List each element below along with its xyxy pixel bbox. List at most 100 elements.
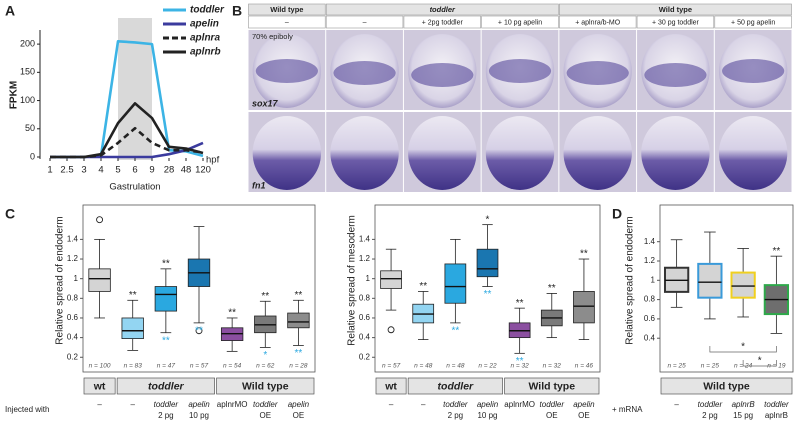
n-label: n = 48 xyxy=(414,363,433,370)
shade-label: Gastrulation xyxy=(109,182,160,193)
significance-above: ** xyxy=(162,258,170,269)
group-box xyxy=(375,377,407,395)
box xyxy=(154,286,178,312)
category-label: 10 pg xyxy=(477,411,497,420)
category-label: aplnrMO xyxy=(504,400,535,409)
y-tick-label: 1 xyxy=(651,275,656,284)
embryo xyxy=(641,116,710,190)
condition-label: + 2pg toddler xyxy=(422,19,464,26)
y-tick-label: 50 xyxy=(25,123,35,133)
x-tick-label: 6 xyxy=(132,165,137,176)
n-label: n = 25 xyxy=(701,363,720,370)
x-axis-label: hpf xyxy=(206,155,220,166)
legend-label: toddler xyxy=(190,5,225,16)
group-header xyxy=(248,3,326,16)
category-label: apelin xyxy=(477,400,499,409)
category-label: apelin xyxy=(188,400,210,409)
y-tick-label: 0.2 xyxy=(67,352,79,361)
panel-label: C xyxy=(5,206,15,222)
expression-band xyxy=(255,59,318,83)
bracket-label: * xyxy=(741,342,745,353)
significance-above: ** xyxy=(295,290,303,301)
row-label: Injected with xyxy=(5,405,49,414)
significance-above: * xyxy=(486,214,490,225)
condition-header xyxy=(636,15,715,29)
x-tick-label: 120 xyxy=(195,165,211,176)
category-label: – xyxy=(421,400,426,409)
n-label: n = 62 xyxy=(256,363,275,370)
embryo xyxy=(408,116,477,190)
y-tick-label: 0 xyxy=(30,151,35,161)
x-tick-label: 4 xyxy=(98,165,103,176)
panel-label: A xyxy=(5,3,15,19)
group-header xyxy=(325,3,559,16)
n-label: n = 48 xyxy=(446,363,465,370)
condition-header xyxy=(714,15,792,29)
significance-below: * xyxy=(263,350,267,361)
n-label: n = 22 xyxy=(478,363,497,370)
box xyxy=(380,270,402,289)
group-label: wt xyxy=(384,380,397,392)
significance-below: ** xyxy=(295,348,303,359)
n-label: n = 32 xyxy=(511,363,530,370)
box xyxy=(444,263,467,304)
y-tick-label: 0.8 xyxy=(67,293,79,302)
panel-label: D xyxy=(612,206,622,222)
category-label: aplnrMO xyxy=(217,400,248,409)
group-box xyxy=(407,377,503,395)
embryo xyxy=(330,116,399,190)
row-label: + mRNA xyxy=(612,405,643,414)
significance-below: ** xyxy=(195,326,203,337)
y-tick-label: 1.4 xyxy=(644,237,656,246)
x-tick-label: 1 xyxy=(47,165,52,176)
n-label: n = 100 xyxy=(89,363,111,370)
condition-label: + 50 pg apelin xyxy=(731,19,775,26)
x-tick-label: 3 xyxy=(81,165,86,176)
significance-above: ** xyxy=(261,291,269,302)
significance-above: ** xyxy=(548,283,556,294)
n-label: n = 57 xyxy=(190,363,209,370)
significance-above: ** xyxy=(129,290,137,301)
y-tick-label: 150 xyxy=(20,67,35,77)
y-tick-label: 1 xyxy=(74,274,79,283)
y-tick-label: 0.4 xyxy=(359,333,371,342)
category-label: 2 pg xyxy=(448,411,464,420)
y-tick-label: 1.2 xyxy=(67,254,79,263)
significance-below: ** xyxy=(484,289,492,300)
expression-band xyxy=(566,61,629,85)
expression-band xyxy=(644,63,707,87)
x-tick-label: 9 xyxy=(149,165,154,176)
y-tick-label: 0.6 xyxy=(359,313,371,322)
group-header-label: Wild type xyxy=(659,5,692,14)
category-label: 10 pg xyxy=(189,411,209,420)
condition-label: – xyxy=(285,19,289,26)
category-label: – xyxy=(674,400,679,409)
condition-header xyxy=(248,15,326,29)
category-label: 2 pg xyxy=(158,411,174,420)
group-label: Wild type xyxy=(703,380,750,392)
y-axis-label: Relative spread of endoderm xyxy=(55,216,66,344)
embryo xyxy=(252,116,322,190)
category-label: apelin xyxy=(573,400,595,409)
group-box xyxy=(504,377,600,395)
condition-label: + aplnra/b-MO xyxy=(575,19,620,26)
n-label: n = 83 xyxy=(124,363,143,370)
category-label: 2 pg xyxy=(702,411,718,420)
panel-label: B xyxy=(232,3,242,19)
condition-label: – xyxy=(363,19,367,26)
category-label: toddler xyxy=(154,400,179,409)
condition-header xyxy=(403,15,481,29)
row-label: sox17 xyxy=(252,98,279,108)
condition-header xyxy=(559,15,637,29)
category-label: – xyxy=(389,400,394,409)
n-label: n = 47 xyxy=(157,363,176,370)
category-label: OE xyxy=(260,411,272,420)
legend-label: apelin xyxy=(190,19,219,30)
legend-label: aplnrb xyxy=(190,47,221,58)
y-tick-label: 1 xyxy=(366,274,371,283)
y-tick-label: 0.8 xyxy=(359,293,371,302)
significance-above: ** xyxy=(516,298,524,309)
y-tick-label: 0.6 xyxy=(67,313,79,322)
